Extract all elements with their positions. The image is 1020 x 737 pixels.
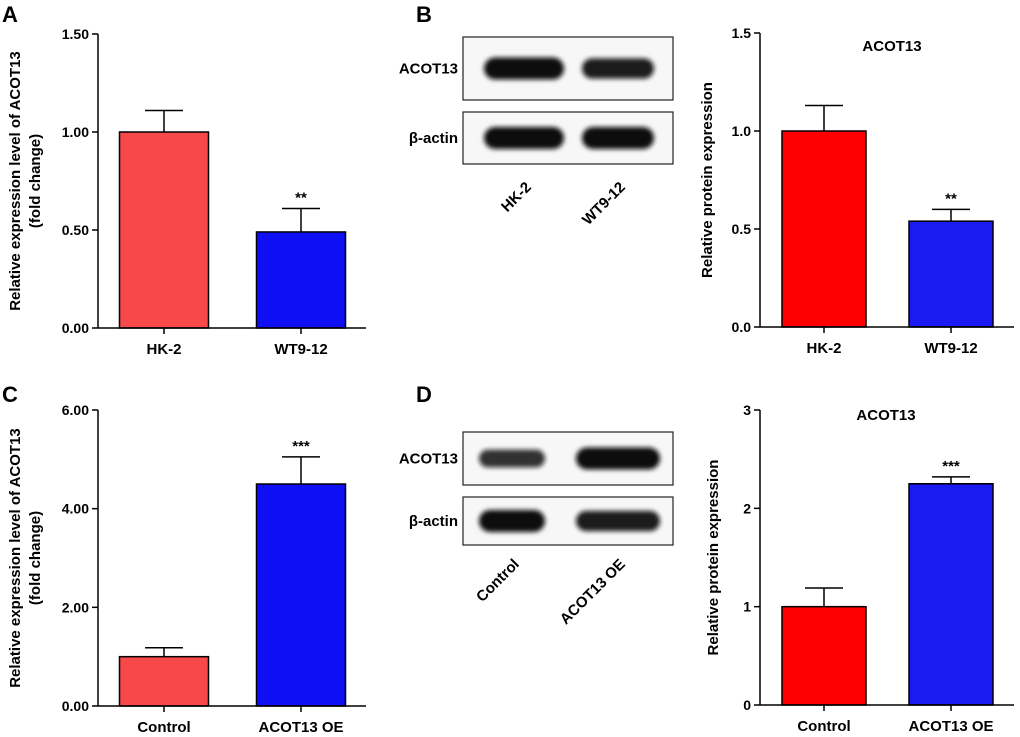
x-tick-label: WT9-12 — [274, 341, 327, 358]
bar-acot13-oe — [255, 483, 347, 707]
significance-marker: *** — [942, 458, 960, 475]
chart-panel-c: Control *** ACOT13 OE 0.00 2.00 4.00 6.00 Relat… — [7, 402, 366, 736]
significance-marker: ** — [945, 190, 957, 207]
y-tick-label: 1.5 — [732, 25, 752, 41]
y-axis-label: Relative expression level of ACOT13 — [7, 428, 24, 688]
y-tick-label: 1.50 — [62, 26, 89, 42]
blot-lane-label: ACOT13 OE — [557, 556, 629, 628]
x-tick-label: HK-2 — [146, 341, 181, 358]
y-tick-label: 2.00 — [62, 599, 89, 615]
panel-label-b: B — [416, 2, 432, 27]
chart-title: ACOT13 — [862, 38, 921, 55]
y-tick-label: 0 — [743, 697, 751, 713]
blot-band — [484, 127, 564, 149]
blot-lane-label: WT9-12 — [579, 179, 629, 229]
blot-row-label: β-actin — [409, 130, 458, 147]
y-tick-label: 3 — [743, 402, 751, 418]
y-tick-label: 6.00 — [62, 402, 89, 418]
x-tick-label: Control — [797, 718, 850, 735]
bar-control — [781, 605, 867, 706]
blot-band — [582, 127, 654, 149]
blot-row-label: β-actin — [409, 513, 458, 530]
blot-lane-label: Control — [473, 556, 523, 606]
blot-band — [484, 57, 564, 80]
blot-band — [479, 510, 545, 532]
y-tick-label: 1 — [743, 599, 751, 615]
x-tick-label: HK-2 — [806, 340, 841, 357]
y-tick-label: 0.00 — [62, 698, 89, 714]
blot-band — [582, 58, 654, 79]
bar-hk-2 — [781, 130, 867, 328]
chart-panel-b: HK-2 ** WT9-12 0.0 0.5 1.0 1.5 Relative protein… — [699, 25, 1014, 357]
y-tick-label: 0.50 — [62, 222, 89, 238]
y-tick-label: 0.00 — [62, 320, 89, 336]
y-tick-label: 1.00 — [62, 124, 89, 140]
chart-panel-a: HK-2 ** WT9-12 0.00 0.50 1.00 1.50 Relative exp… — [7, 26, 366, 358]
x-tick-label: ACOT13 OE — [258, 719, 343, 736]
y-tick-label: 2 — [743, 500, 751, 516]
western-blot-d: ACOT13 β-actin Control ACOT13 OE — [399, 431, 674, 628]
y-axis-label: (fold change) — [27, 511, 44, 605]
chart-panel-d: Control *** ACOT13 OE 0 1 2 3 Relative protein … — [705, 402, 1014, 735]
significance-marker: ** — [295, 189, 307, 206]
y-axis-label: (fold change) — [27, 134, 44, 228]
bar-wt9-12 — [255, 231, 347, 329]
significance-marker: *** — [292, 438, 310, 455]
panel-label-c: C — [2, 382, 18, 407]
blot-row-label: ACOT13 — [399, 451, 458, 468]
bar-hk-2 — [118, 131, 210, 329]
blot-band — [576, 447, 660, 470]
panel-label-a: A — [2, 2, 18, 27]
y-tick-label: 0.5 — [732, 221, 752, 237]
blot-band — [479, 449, 545, 468]
x-tick-label: ACOT13 OE — [908, 718, 993, 735]
chart-title: ACOT13 — [856, 407, 915, 424]
blot-band — [576, 510, 660, 532]
blot-lane-label: HK-2 — [498, 179, 535, 216]
y-axis-label: Relative protein expression — [699, 82, 716, 278]
y-tick-label: 4.00 — [62, 501, 89, 517]
x-tick-label: Control — [137, 719, 190, 736]
blot-row-label: ACOT13 — [399, 61, 458, 78]
x-tick-label: WT9-12 — [924, 340, 977, 357]
y-axis-label: Relative protein expression — [705, 460, 722, 656]
bar-control — [118, 655, 210, 707]
bar-acot13-oe — [908, 483, 994, 706]
y-tick-label: 0.0 — [732, 319, 752, 335]
y-tick-label: 1.0 — [732, 123, 752, 139]
bar-wt9-12 — [908, 220, 994, 328]
panel-label-d: D — [416, 382, 432, 407]
y-axis-label: Relative expression level of ACOT13 — [7, 51, 24, 311]
western-blot-b: ACOT13 β-actin HK-2 WT9-12 — [399, 36, 674, 229]
